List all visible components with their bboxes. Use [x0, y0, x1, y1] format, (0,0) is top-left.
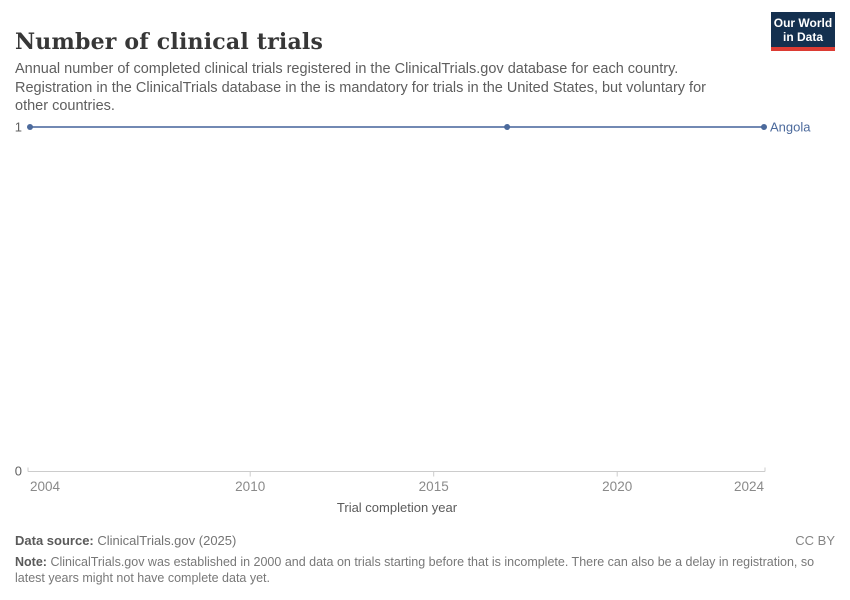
y-tick-label: 1	[15, 120, 22, 135]
footer-data-source: Data source: ClinicalTrials.gov (2025)	[15, 533, 236, 548]
data-point-angola-2004[interactable]	[27, 124, 33, 130]
x-tick-label: 2020	[602, 479, 632, 494]
page-title: Number of clinical trials	[15, 28, 324, 55]
data-source-link[interactable]: ClinicalTrials.gov (2025)	[97, 533, 237, 548]
x-tick-label: 2024	[734, 479, 765, 494]
owid-logo-line1: Our World	[773, 16, 833, 30]
note-label: Note:	[15, 555, 47, 569]
x-axis-title: Trial completion year	[337, 500, 458, 515]
x-tick-label: 2015	[419, 479, 449, 494]
footer-note: Note: ClinicalTrials.gov was established…	[15, 554, 827, 586]
data-point-angola-2017[interactable]	[504, 124, 511, 130]
data-source-label: Data source:	[15, 533, 94, 548]
chart-subtitle: Annual number of completed clinical tria…	[15, 61, 706, 114]
y-tick-label: 0	[15, 464, 22, 479]
series-label-angola[interactable]: Angola	[770, 120, 811, 135]
owid-logo[interactable]: Our World in Data	[771, 12, 835, 51]
owid-logo-line2: in Data	[782, 30, 823, 44]
license-link[interactable]: CC BY	[795, 533, 835, 548]
x-tick-label: 2010	[235, 479, 265, 494]
data-point-angola-2024[interactable]	[761, 124, 767, 130]
x-tick-label: 2004	[30, 479, 61, 494]
note-text: ClinicalTrials.gov was established in 20…	[15, 555, 815, 585]
